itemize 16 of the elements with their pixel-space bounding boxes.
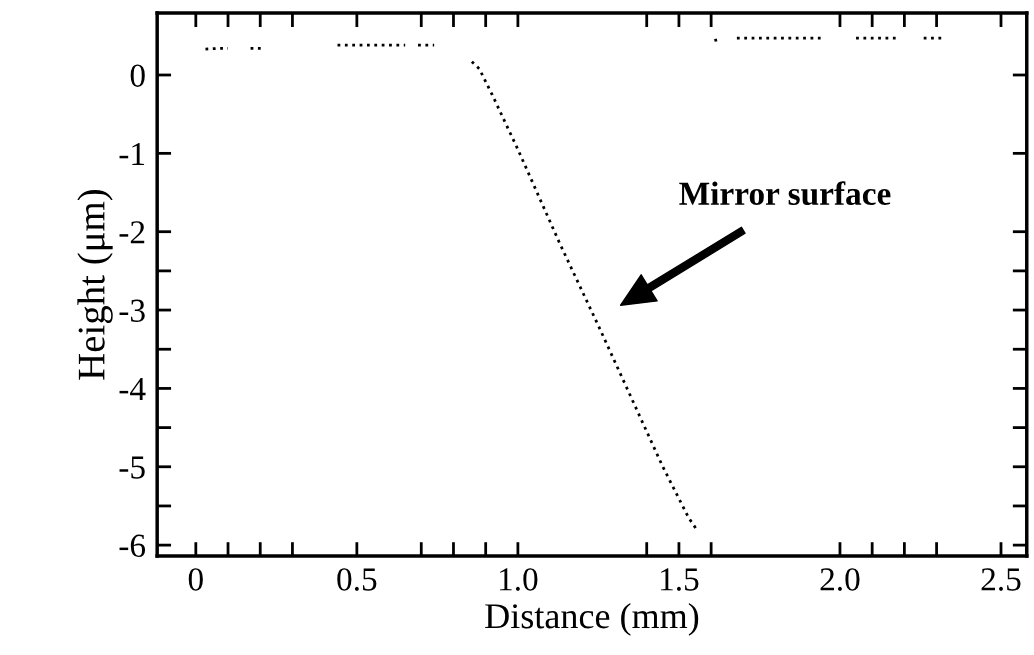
x-tick-label: 1.5 — [661, 568, 699, 591]
x-tick-label: 0 — [188, 568, 203, 591]
y-axis-title: Height (μm) — [77, 190, 113, 380]
x-tick-label: 1.0 — [499, 568, 538, 591]
y-tick-label: -5 — [119, 456, 145, 479]
y-tick-label: 0 — [130, 64, 145, 87]
x-tick-label: 0.5 — [337, 568, 377, 591]
x-axis-title: Distance (mm) — [485, 602, 699, 636]
x-tick-label: 2.5 — [981, 568, 1021, 591]
x-tick-label: 2.0 — [820, 568, 860, 591]
y-tick-label: -4 — [119, 378, 146, 400]
y-tick-label: -6 — [119, 534, 146, 558]
y-tick-label: -2 — [119, 221, 145, 244]
annotation: Mirror surface — [679, 181, 891, 206]
y-tick-label: -1 — [119, 142, 145, 165]
y-tick-label: -3 — [119, 299, 145, 322]
